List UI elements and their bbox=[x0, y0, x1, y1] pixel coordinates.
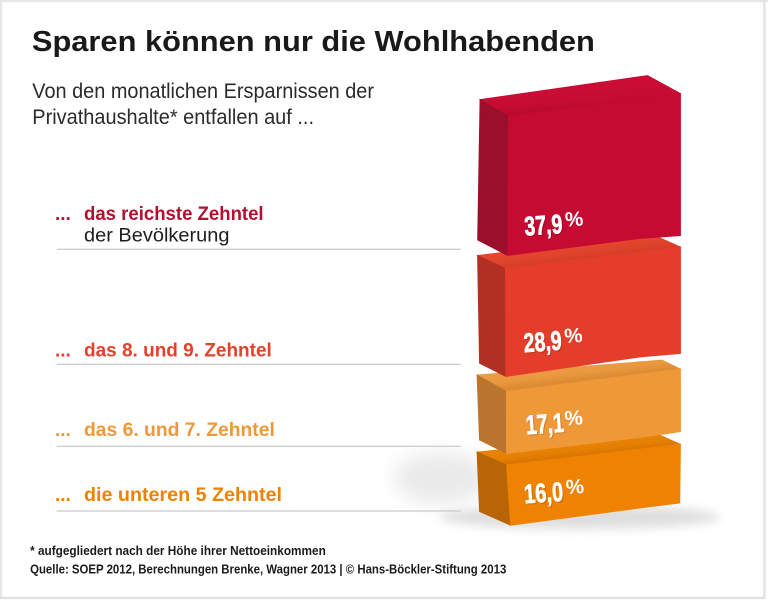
svg-text:17,1: 17,1 bbox=[526, 409, 566, 442]
svg-text:28,9: 28,9 bbox=[524, 327, 564, 360]
svg-text:das 6. und 7. Zehntel: das 6. und 7. Zehntel bbox=[84, 420, 275, 441]
svg-text:Sparen können nur die Wohlhabe: Sparen können nur die Wohlhabenden bbox=[32, 26, 595, 58]
svg-text:%: % bbox=[564, 406, 584, 430]
svg-text:das 8. und 9. Zehntel: das 8. und 9. Zehntel bbox=[84, 340, 272, 361]
svg-text:der Bevölkerung: der Bevölkerung bbox=[84, 225, 230, 246]
svg-text:...: ... bbox=[55, 485, 71, 506]
svg-text:%: % bbox=[565, 475, 585, 499]
svg-text:17,1: 17,1 bbox=[525, 408, 565, 441]
svg-text:16,0: 16,0 bbox=[523, 477, 564, 510]
svg-text:Privathaushalte* entfallen auf: Privathaushalte* entfallen auf ... bbox=[32, 105, 314, 129]
svg-text:...: ... bbox=[55, 340, 71, 361]
svg-text:%: % bbox=[564, 207, 584, 231]
svg-text:* aufgegliedert nach der Höhe: * aufgegliedert nach der Höhe ihrer Nett… bbox=[30, 543, 326, 558]
svg-text:das reichste Zehntel: das reichste Zehntel bbox=[84, 204, 264, 225]
svg-text:Von den monatlichen Ersparniss: Von den monatlichen Ersparnissen der bbox=[32, 79, 374, 103]
svg-text:28,9: 28,9 bbox=[523, 326, 563, 359]
svg-text:...: ... bbox=[55, 204, 71, 225]
svg-text:16,0: 16,0 bbox=[525, 478, 566, 511]
svg-text:37,9: 37,9 bbox=[523, 209, 563, 242]
svg-text:...: ... bbox=[55, 420, 71, 441]
svg-text:%: % bbox=[564, 324, 584, 348]
svg-text:Quelle: SOEP 2012, Berechnunge: Quelle: SOEP 2012, Berechnungen Brenke, … bbox=[30, 562, 506, 577]
svg-text:37,9: 37,9 bbox=[525, 210, 565, 243]
svg-text:die unteren 5 Zehntel: die unteren 5 Zehntel bbox=[84, 485, 282, 506]
